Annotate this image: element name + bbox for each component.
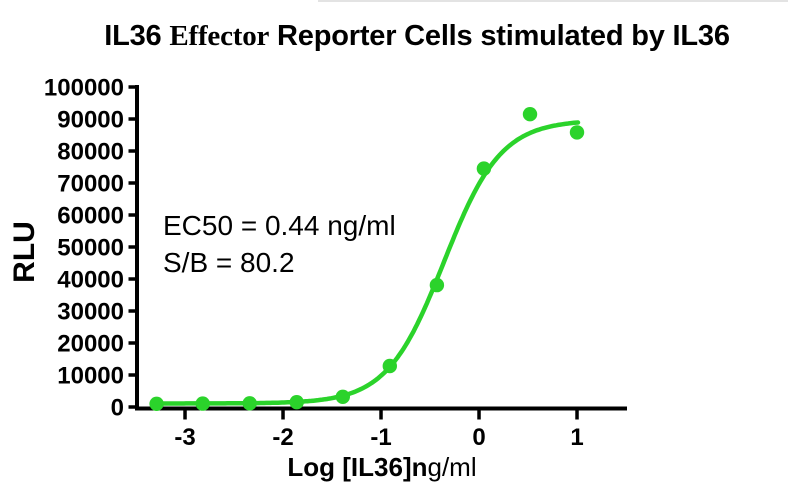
y-tick-label: 10000 (57, 363, 124, 390)
data-point (149, 396, 164, 411)
data-point (242, 396, 257, 411)
y-tick-label: 100000 (44, 75, 124, 102)
x-tick-label: -1 (370, 424, 391, 451)
y-tick-label: 60000 (57, 203, 124, 230)
fit-curve (150, 120, 581, 406)
data-point (476, 161, 492, 176)
fit-annotation: EC50 = 0.44 ng/ml S/B = 80.2 (163, 207, 396, 281)
ec50-annotation: EC50 = 0.44 ng/ml (163, 210, 396, 241)
x-axis-label-bold: Log [IL36]n (287, 452, 428, 482)
y-tick-label: 0 (111, 395, 124, 422)
title-part-sans-1: IL36 (104, 20, 170, 52)
data-point (289, 395, 304, 410)
data-point (429, 277, 445, 293)
y-tick-label: 50000 (57, 235, 124, 262)
signal-to-background-annotation: S/B = 80.2 (163, 247, 295, 278)
y-tick-label: 30000 (57, 299, 124, 326)
y-tick-label: 80000 (57, 139, 124, 166)
x-axis-label: Log [IL36]ng/ml (137, 452, 627, 483)
data-point (335, 389, 350, 404)
chart-title: IL36 Effector Reporter Cells stimulated … (43, 20, 788, 53)
data-point (522, 107, 538, 122)
y-tick-label: 90000 (57, 107, 124, 134)
y-tick-label: 40000 (57, 267, 124, 294)
y-tick-label: 70000 (57, 171, 124, 198)
data-point (195, 396, 210, 411)
y-tick-label: 20000 (57, 331, 124, 358)
x-axis-label-regular: g/ml (427, 452, 477, 482)
top-border-artifact (318, 0, 788, 2)
x-tick-label: -2 (272, 424, 293, 451)
x-tick-label: 0 (472, 424, 485, 451)
data-point (382, 358, 397, 374)
x-tick-label: -3 (174, 424, 195, 451)
title-part-serif: Effector (169, 20, 270, 52)
title-part-sans-2: Reporter Cells stimulated by IL36 (269, 20, 730, 52)
x-tick-label: 1 (570, 424, 583, 451)
data-point (569, 125, 585, 140)
